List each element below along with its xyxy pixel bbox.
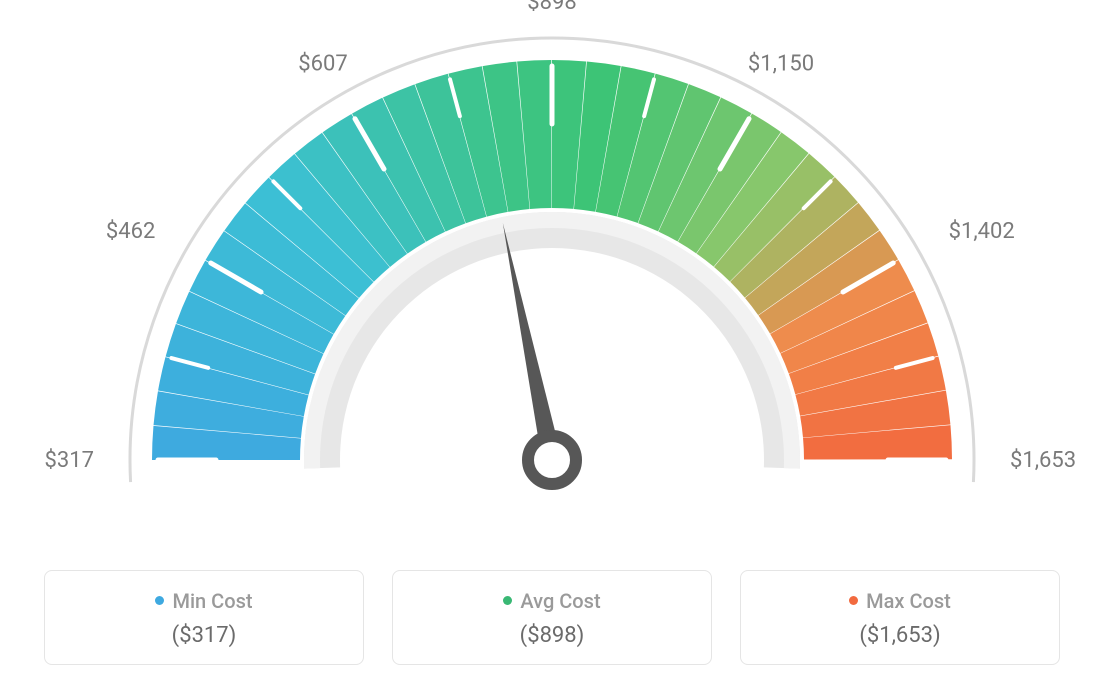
legend-dot-icon bbox=[155, 596, 164, 605]
legend-value: ($317) bbox=[55, 623, 353, 648]
gauge-svg: $317 $462 $607 $898 $1,150 $1,402 $1,653 bbox=[0, 0, 1104, 560]
legend-value: ($1,653) bbox=[751, 623, 1049, 648]
gauge-chart: $317 $462 $607 $898 $1,150 $1,402 $1,653 bbox=[0, 0, 1104, 560]
gauge-tick-label: $1,150 bbox=[748, 51, 814, 76]
legend-card: Avg Cost ($898) bbox=[392, 570, 712, 665]
legend-card: Max Cost ($1,653) bbox=[740, 570, 1060, 665]
gauge-needle-hub bbox=[528, 436, 576, 484]
gauge-needle bbox=[503, 223, 562, 462]
legend-label-text: Avg Cost bbox=[520, 589, 600, 613]
gauge-tick-label: $898 bbox=[527, 0, 576, 15]
gauge-tick-label: $317 bbox=[45, 448, 94, 473]
gauge-tick-label: $1,653 bbox=[1010, 448, 1076, 473]
legend-row: Min Cost ($317) Avg Cost ($898) Max Cost ($1,… bbox=[0, 570, 1104, 665]
legend-label-text: Max Cost bbox=[866, 589, 951, 613]
legend-label-text: Min Cost bbox=[172, 589, 252, 613]
legend-value: ($898) bbox=[403, 623, 701, 648]
legend-card: Min Cost ($317) bbox=[44, 570, 364, 665]
gauge-tick-label: $462 bbox=[106, 219, 155, 244]
legend-dot-icon bbox=[849, 596, 858, 605]
gauge-tick-label: $607 bbox=[298, 51, 347, 76]
gauge-tick-label: $1,402 bbox=[949, 219, 1015, 244]
legend-label: Max Cost bbox=[751, 589, 1049, 613]
legend-dot-icon bbox=[503, 596, 512, 605]
legend-label: Avg Cost bbox=[403, 589, 701, 613]
legend-label: Min Cost bbox=[55, 589, 353, 613]
